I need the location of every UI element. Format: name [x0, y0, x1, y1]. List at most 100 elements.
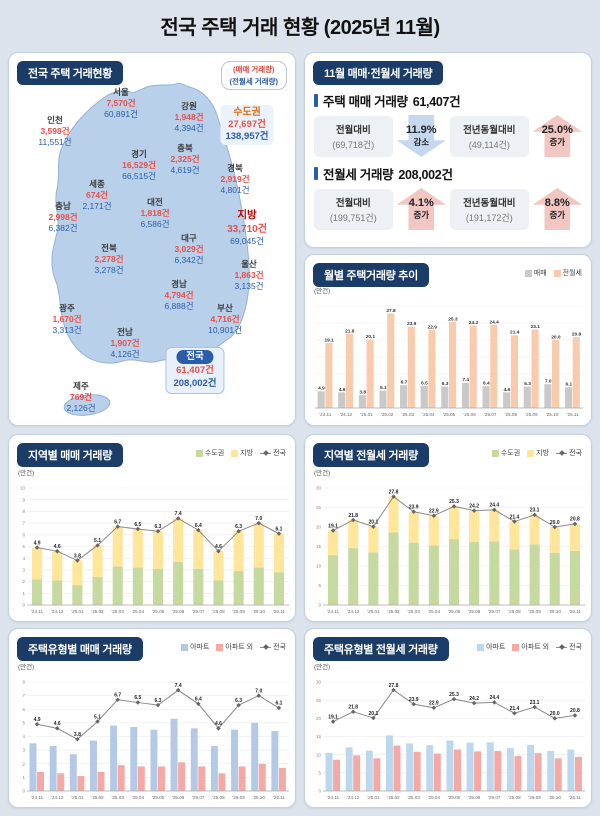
- bar: [506, 748, 514, 791]
- line-marker: [196, 527, 201, 533]
- line-marker: [552, 716, 558, 721]
- y-tick-label: 9: [22, 497, 25, 502]
- legend-line-swatch: [556, 644, 568, 651]
- line-value-label: 25.3: [449, 499, 459, 505]
- legend-label: 전국: [569, 644, 582, 651]
- line-value-label: 6.1: [275, 701, 282, 707]
- bar: [137, 766, 145, 791]
- x-tick-label: '25.07: [488, 609, 501, 614]
- bar: [271, 731, 279, 791]
- bar: [117, 765, 125, 791]
- map-region-seoul: 서울 7,570건 60,891건: [104, 87, 138, 120]
- line-value-label: 22.9: [429, 508, 439, 514]
- stacked-bar-segment: [328, 530, 339, 556]
- bar: [110, 725, 118, 791]
- stacked-bar-segment: [253, 523, 264, 568]
- bar: [428, 330, 436, 408]
- line-value-label: 21.8: [348, 513, 358, 519]
- bar: [366, 339, 374, 408]
- map-region-jeonguk: 전국 61,407건 208,002건: [165, 347, 225, 395]
- region-name: 충남: [55, 201, 71, 211]
- stacked-bar-segment: [253, 567, 264, 605]
- legend-item: 전국: [260, 642, 286, 652]
- regional-rent-title: 지역별 전월세 거래량: [313, 443, 429, 467]
- bar: [238, 766, 246, 791]
- stacked-bar-segment: [328, 555, 339, 605]
- bar: [426, 745, 434, 791]
- legend-label: 전국: [569, 450, 582, 457]
- x-tick-label: '25.10: [549, 609, 562, 614]
- line-value-label: 6.7: [114, 519, 121, 525]
- stacked-bar-segment: [448, 506, 460, 540]
- stacked-bar-segment: [388, 532, 399, 605]
- unit-label: (만건): [314, 470, 331, 477]
- line-marker: [512, 519, 517, 524]
- bar: [406, 743, 414, 791]
- region-rent-value: 6,586건: [140, 219, 170, 230]
- stacked-bar-segment: [273, 533, 284, 573]
- x-tick-label: '25.11: [569, 609, 581, 614]
- region-rent-value: 6,382건: [48, 223, 78, 234]
- bar: [482, 386, 490, 408]
- x-tick-label: '25.05: [448, 609, 461, 614]
- y-tick-label: 5: [318, 583, 321, 588]
- region-name: 서울: [113, 87, 129, 97]
- region-name: 경기: [131, 149, 147, 159]
- legend-label: 지방: [240, 450, 254, 457]
- region-sale-value: 1,948건: [174, 112, 204, 123]
- bar: [379, 390, 387, 408]
- bar: [150, 729, 158, 791]
- comparison-box: 전월대비 (199,751건): [314, 188, 393, 230]
- x-tick-label: '25.03: [408, 795, 421, 800]
- chart-legend: 매매 전월세: [524, 268, 582, 278]
- stat-heading: 전월세 거래량 208,002건: [314, 164, 582, 183]
- y-tick-label: 0: [318, 789, 321, 794]
- map-region-daegu: 대구 3,029건 6,342건: [174, 233, 203, 266]
- page-title: 전국 주택 거래 현황 (2025년 11월): [160, 17, 440, 39]
- line-value-label: 4.6: [215, 721, 222, 727]
- change-word: 증가: [549, 137, 566, 147]
- stacked-bar-segment: [132, 567, 143, 605]
- line-value-label: 20.0: [550, 711, 560, 717]
- legend-label: 아파트: [190, 644, 210, 651]
- map-region-jibang: 지방 33,710건 69,045건: [227, 209, 267, 247]
- chart-svg: 0 5 10 15 20 25 30 '24.11 '24.12 '25.01 '25.02 '25.…: [316, 486, 585, 614]
- x-tick-label: '25.05: [152, 609, 165, 614]
- percent-value: 11.9%: [406, 124, 437, 136]
- line-value-label: 6.3: [155, 524, 162, 530]
- line-marker: [330, 719, 336, 724]
- bar-value-label: 20.0: [551, 334, 561, 340]
- x-tick-label: '24.12: [51, 795, 64, 800]
- bar: [407, 326, 415, 408]
- region-sale-value: 2,278건: [94, 254, 124, 265]
- line-value-label: 6.3: [235, 524, 242, 530]
- line-value-label: 23.1: [530, 508, 540, 514]
- line-marker: [276, 705, 282, 711]
- line-value-label: 21.8: [348, 705, 358, 711]
- bar-value-label: 5.1: [380, 385, 387, 391]
- x-tick-label: '25.07: [488, 795, 501, 800]
- legend-item: 아파트: [181, 642, 209, 652]
- type-rent-panel: 주택유형별 전월세 거래량 아파트 아파트 외 전국 (만건) 0 5 10 15 20 25…: [304, 628, 592, 808]
- stacked-bar-segment: [529, 514, 540, 545]
- comparison-label: 전년동월대비: [463, 124, 516, 136]
- comparison-label: 전년동월대비: [463, 197, 516, 209]
- x-tick-label: '25.08: [508, 609, 521, 614]
- legend-label: 매매: [533, 270, 547, 277]
- stacked-bar-segment: [92, 545, 103, 577]
- y-tick-label: 4: [22, 734, 25, 739]
- bar: [353, 755, 361, 791]
- bar: [373, 758, 381, 791]
- y-tick-label: 5: [22, 720, 25, 725]
- legend-item: 수도권: [491, 448, 520, 458]
- comparison-value: (199,751건): [329, 212, 377, 223]
- bar: [446, 740, 454, 791]
- bar: [333, 759, 341, 791]
- percent-value: 25.0%: [541, 124, 573, 136]
- stacked-bar-segment: [92, 576, 103, 605]
- line-marker: [391, 494, 396, 499]
- bar: [441, 386, 449, 408]
- line-value-label: 27.8: [389, 489, 399, 495]
- stacked-bar-segment: [213, 551, 224, 581]
- x-tick-label: '25.01: [367, 609, 380, 614]
